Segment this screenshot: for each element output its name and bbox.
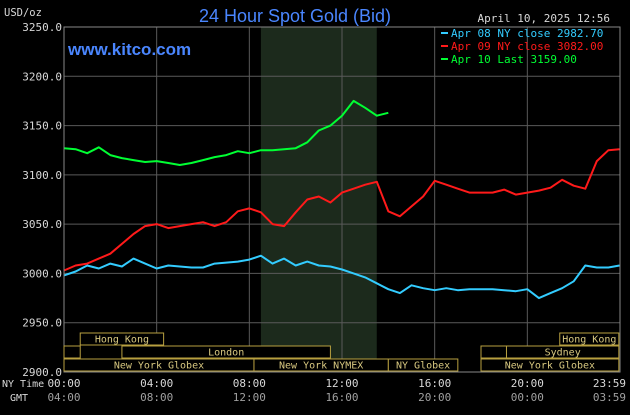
series-line-1 bbox=[63, 254, 620, 300]
session-label: Sydney bbox=[545, 348, 581, 359]
session-box bbox=[505, 345, 620, 359]
y-tick-label: 2950.0 bbox=[22, 317, 62, 330]
session-label: London bbox=[208, 348, 244, 359]
axis-labels: 3250.0 3200.0 3150.0 3100.0 3050.0 3000.0 2950… bbox=[2, 21, 626, 404]
x-tick-label-gmt: 12:00 bbox=[233, 391, 266, 404]
highlight-band bbox=[260, 27, 377, 372]
x-tick-label-ny: 08:00 bbox=[233, 377, 266, 390]
session-label: New York Globex bbox=[505, 361, 595, 372]
plot-border bbox=[63, 26, 621, 373]
y-tick-label: 3050.0 bbox=[22, 218, 62, 231]
session-box bbox=[121, 345, 331, 359]
y-tick-label: 2900.0 bbox=[22, 366, 62, 379]
session-box bbox=[480, 358, 620, 372]
y-tick-label: 3150.0 bbox=[22, 120, 62, 133]
session-label: Hong Kong bbox=[95, 335, 149, 346]
x-tick-label-ny: 23:59 bbox=[593, 377, 626, 390]
session-marker bbox=[63, 345, 81, 359]
x-tick-label-ny: 12:00 bbox=[325, 377, 358, 390]
x-tick-label-gmt: 00:00 bbox=[511, 391, 544, 404]
x-tick-label-ny: 16:00 bbox=[418, 377, 451, 390]
x-tick-label-ny: 04:00 bbox=[140, 377, 173, 390]
x-tick-label-ny: 20:00 bbox=[511, 377, 544, 390]
chart-timestamp: April 10, 2025 12:56 bbox=[478, 12, 610, 25]
x-tick-label-gmt: 16:00 bbox=[325, 391, 358, 404]
series-line-3 bbox=[63, 99, 389, 166]
session-box bbox=[559, 332, 620, 346]
session-box bbox=[79, 332, 165, 346]
x-row-label-gmt: GMT bbox=[10, 393, 28, 404]
site-watermark: www.kitco.com bbox=[67, 40, 191, 59]
x-tick-label-ny: 00:00 bbox=[47, 377, 80, 390]
session-label: NY Globex bbox=[396, 361, 450, 372]
y-tick-label: 3250.0 bbox=[22, 21, 62, 34]
legend-entry: Apr 10 Last 3159.00 bbox=[451, 53, 577, 66]
series-line-2 bbox=[63, 148, 620, 272]
session-label: New York NYMEX bbox=[279, 361, 363, 372]
market-sessions: Hong Kong Hong Kong London Sydney New York G… bbox=[63, 332, 620, 372]
y-tick-label: 3000.0 bbox=[22, 267, 62, 280]
session-label: Hong Kong bbox=[562, 335, 616, 346]
y-tick-label: 3100.0 bbox=[22, 169, 62, 182]
session-marker bbox=[480, 345, 507, 359]
x-row-label-ny: NY Time bbox=[2, 379, 44, 390]
session-box bbox=[387, 358, 459, 372]
x-tick-label-gmt: 20:00 bbox=[418, 391, 451, 404]
nymex-session-highlight bbox=[260, 27, 377, 372]
legend-entry: Apr 08 NY close 2982.70 bbox=[451, 27, 603, 40]
legend-entry: Apr 09 NY close 3082.00 bbox=[451, 40, 603, 53]
x-tick-label-gmt: 03:59 bbox=[593, 391, 626, 404]
series-lines bbox=[63, 99, 620, 300]
x-tick-label-gmt: 08:00 bbox=[140, 391, 173, 404]
y-axis-unit-label: USD/oz bbox=[4, 7, 42, 19]
chart-title: 24 Hour Spot Gold (Bid) bbox=[199, 6, 391, 26]
session-label: New York Globex bbox=[114, 361, 204, 372]
x-tick-label-gmt: 04:00 bbox=[47, 391, 80, 404]
y-tick-label: 3200.0 bbox=[22, 70, 62, 83]
